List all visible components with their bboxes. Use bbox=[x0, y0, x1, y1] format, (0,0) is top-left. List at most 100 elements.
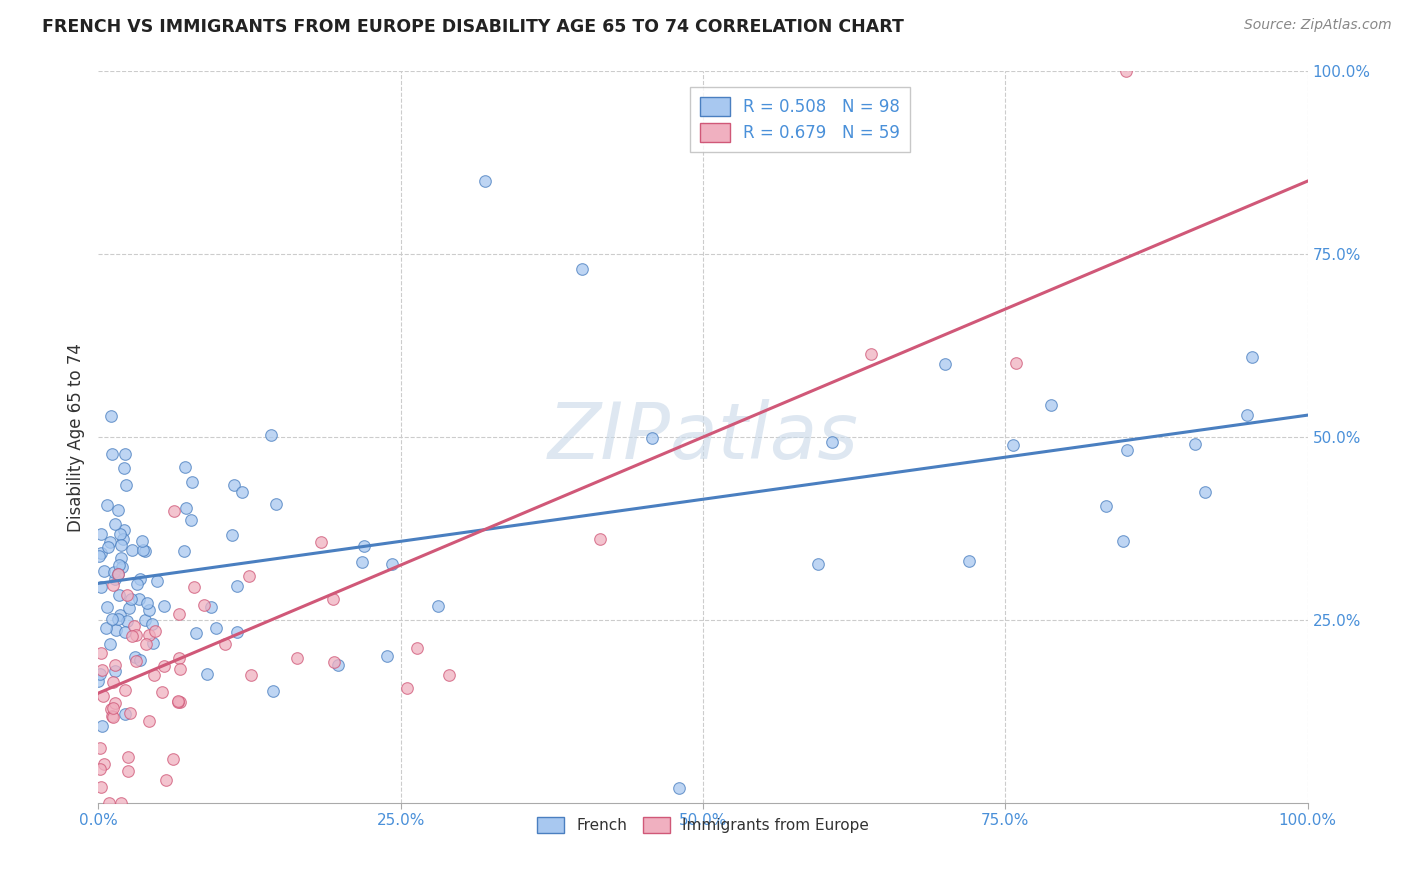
Point bbox=[112, 524, 135, 538]
Point bbox=[93, 756, 115, 771]
Point bbox=[1095, 499, 1118, 513]
Point bbox=[167, 607, 190, 621]
Point bbox=[226, 625, 249, 640]
Point bbox=[111, 532, 134, 546]
Point bbox=[150, 685, 173, 699]
Point bbox=[155, 773, 177, 788]
Point bbox=[668, 781, 690, 796]
Point bbox=[101, 612, 124, 626]
Point bbox=[1115, 443, 1137, 458]
Point bbox=[640, 431, 662, 445]
Point bbox=[89, 762, 111, 776]
Point bbox=[101, 447, 124, 461]
Point bbox=[957, 554, 980, 568]
Point bbox=[309, 535, 332, 549]
Point bbox=[104, 624, 127, 638]
Point bbox=[96, 600, 118, 615]
Point bbox=[107, 558, 129, 573]
Point bbox=[90, 527, 112, 541]
Point bbox=[180, 513, 202, 527]
Point bbox=[90, 646, 112, 660]
Point bbox=[934, 357, 956, 371]
Point bbox=[134, 613, 156, 627]
Point bbox=[90, 545, 112, 559]
Point bbox=[195, 667, 218, 681]
Point bbox=[138, 627, 160, 641]
Point bbox=[377, 649, 399, 664]
Point bbox=[1001, 438, 1024, 452]
Text: FRENCH VS IMMIGRANTS FROM EUROPE DISABILITY AGE 65 TO 74 CORRELATION CHART: FRENCH VS IMMIGRANTS FROM EUROPE DISABIL… bbox=[42, 18, 904, 36]
Point bbox=[262, 683, 284, 698]
Point bbox=[110, 551, 132, 566]
Text: ZIPatlas: ZIPatlas bbox=[547, 399, 859, 475]
Point bbox=[166, 694, 188, 708]
Point bbox=[174, 460, 197, 475]
Point bbox=[90, 719, 112, 733]
Point bbox=[1241, 350, 1264, 364]
Point bbox=[807, 557, 830, 571]
Point bbox=[101, 578, 124, 592]
Point bbox=[93, 564, 115, 578]
Point bbox=[1236, 408, 1258, 422]
Point bbox=[260, 427, 283, 442]
Point bbox=[90, 780, 112, 794]
Point bbox=[142, 636, 165, 650]
Point bbox=[474, 174, 496, 188]
Point bbox=[89, 667, 111, 681]
Point bbox=[437, 668, 460, 682]
Point bbox=[821, 435, 844, 450]
Point bbox=[163, 504, 186, 518]
Point bbox=[96, 498, 118, 512]
Point bbox=[87, 674, 110, 689]
Point bbox=[204, 621, 226, 635]
Point bbox=[169, 695, 191, 709]
Point bbox=[184, 626, 207, 640]
Point bbox=[107, 612, 129, 626]
Point bbox=[322, 592, 344, 607]
Point bbox=[124, 650, 146, 665]
Point bbox=[396, 681, 419, 696]
Point bbox=[110, 538, 132, 552]
Point bbox=[114, 447, 136, 461]
Point bbox=[214, 637, 236, 651]
Point bbox=[1115, 64, 1137, 78]
Point bbox=[104, 696, 127, 710]
Point bbox=[117, 750, 139, 764]
Point bbox=[153, 599, 176, 613]
Point bbox=[117, 614, 139, 628]
Point bbox=[138, 714, 160, 728]
Point bbox=[128, 591, 150, 606]
Point bbox=[89, 741, 111, 756]
Point bbox=[103, 565, 125, 579]
Point bbox=[183, 580, 205, 594]
Point bbox=[1184, 436, 1206, 450]
Point bbox=[143, 624, 166, 638]
Point bbox=[98, 796, 121, 810]
Point bbox=[222, 478, 245, 492]
Point bbox=[136, 596, 159, 610]
Point bbox=[173, 544, 195, 558]
Point bbox=[125, 628, 148, 642]
Point bbox=[221, 528, 243, 542]
Point bbox=[134, 543, 156, 558]
Point bbox=[111, 559, 134, 574]
Point bbox=[141, 616, 163, 631]
Point bbox=[98, 534, 121, 549]
Point bbox=[110, 796, 132, 810]
Point bbox=[131, 534, 153, 549]
Point bbox=[266, 497, 288, 511]
Point bbox=[589, 532, 612, 546]
Point bbox=[89, 549, 111, 563]
Point bbox=[138, 603, 160, 617]
Point bbox=[115, 589, 138, 603]
Point bbox=[143, 667, 166, 681]
Point bbox=[125, 655, 148, 669]
Point bbox=[169, 651, 191, 665]
Point bbox=[169, 662, 191, 676]
Point bbox=[132, 543, 155, 558]
Point bbox=[128, 572, 150, 586]
Point bbox=[108, 588, 131, 602]
Point bbox=[167, 695, 190, 709]
Point bbox=[104, 516, 127, 531]
Point bbox=[193, 598, 215, 612]
